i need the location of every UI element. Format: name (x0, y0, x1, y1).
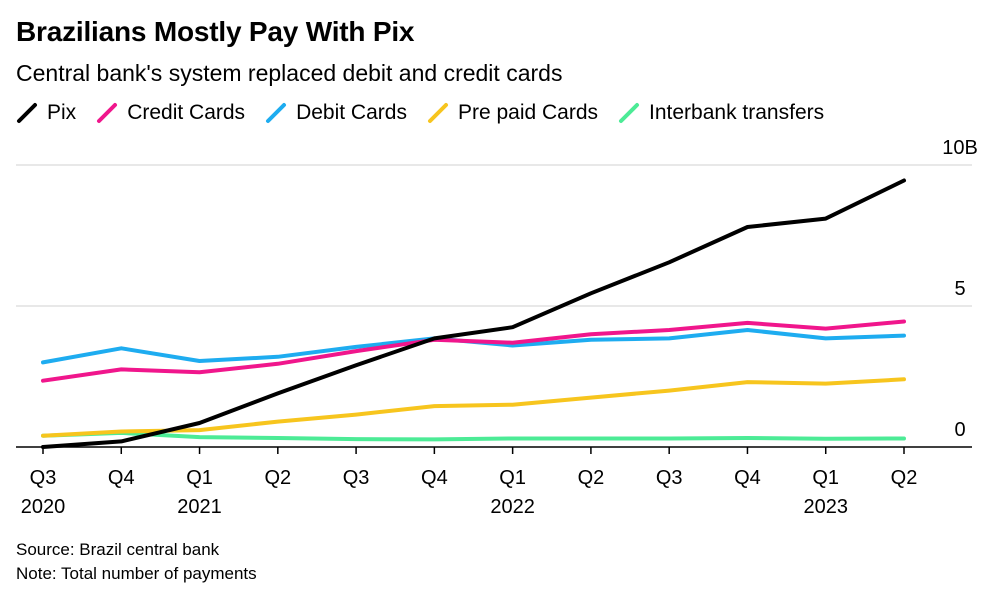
legend-item-pre-paid-cards: Pre paid Cards (427, 101, 598, 125)
legend-item-pix: Pix (16, 101, 76, 125)
x-year-label: 2023 (803, 496, 848, 518)
x-year-label: 2021 (177, 496, 222, 518)
legend-label: Credit Cards (127, 101, 246, 124)
x-tick-label: Q3 (30, 467, 57, 489)
legend-label: Interbank transfers (649, 101, 825, 124)
x-tick-label: Q4 (108, 467, 135, 489)
x-tick-label: Q4 (734, 467, 761, 489)
x-tick-label: Q1 (186, 467, 213, 489)
series-line-interbank-transfers (41, 430, 906, 442)
x-tick-label: Q2 (264, 467, 291, 489)
legend-label: Pix (47, 101, 77, 124)
x-year-label: 2020 (21, 496, 66, 518)
chart-area: 0 5 10B Q3 Q4 Q1 Q2 Q3 Q4 Q1 Q2 Q3 Q4 Q1 Q2 2020 2021 202… (0, 130, 1008, 530)
legend-item-interbank-transfers: Interbank transfers (618, 101, 824, 125)
x-tick-label: Q3 (656, 467, 683, 489)
y-tick-label: 5 (954, 278, 965, 300)
legend-item-debit-cards: Debit Cards (265, 101, 407, 125)
legend-swatch-pre-paid-cards (427, 103, 448, 123)
source-note: Source: Brazil central bank (16, 540, 220, 559)
legend: Pix Credit Cards Debit Cards Pre paid Cards… (16, 101, 844, 125)
legend-swatch-interbank-transfers (619, 103, 640, 123)
x-tick-label: Q2 (891, 467, 918, 489)
x-tick-label: Q4 (421, 467, 448, 489)
x-year-label: 2022 (490, 496, 535, 518)
series-line-pre-paid-cards (41, 377, 906, 438)
series-line-pix (41, 178, 906, 449)
x-tick-label: Q1 (812, 467, 839, 489)
legend-label: Pre paid Cards (457, 101, 599, 124)
line-chart: 0 5 10B Q3 Q4 Q1 Q2 Q3 Q4 Q1 Q2 Q3 Q4 Q1 Q2 2020 2021 202… (16, 137, 978, 518)
x-tick-label: Q3 (343, 467, 370, 489)
y-tick-label: 10B (942, 137, 978, 159)
x-tick-label: Q1 (499, 467, 526, 489)
legend-swatch-debit-cards (266, 103, 287, 123)
legend-swatch-pix (17, 103, 37, 123)
legend-swatch-credit-cards (97, 103, 118, 123)
chart-subtitle: Central bank's system replaced debit and… (16, 60, 563, 86)
series-line-debit-cards (41, 328, 906, 365)
y-tick-label: 0 (954, 419, 965, 441)
legend-item-credit-cards: Credit Cards (96, 101, 245, 125)
legend-label: Debit Cards (296, 101, 407, 124)
chart-title: Brazilians Mostly Pay With Pix (16, 16, 415, 47)
footnote: Note: Total number of payments (16, 564, 257, 583)
series-line-credit-cards (41, 319, 906, 383)
x-tick-label: Q2 (578, 467, 605, 489)
